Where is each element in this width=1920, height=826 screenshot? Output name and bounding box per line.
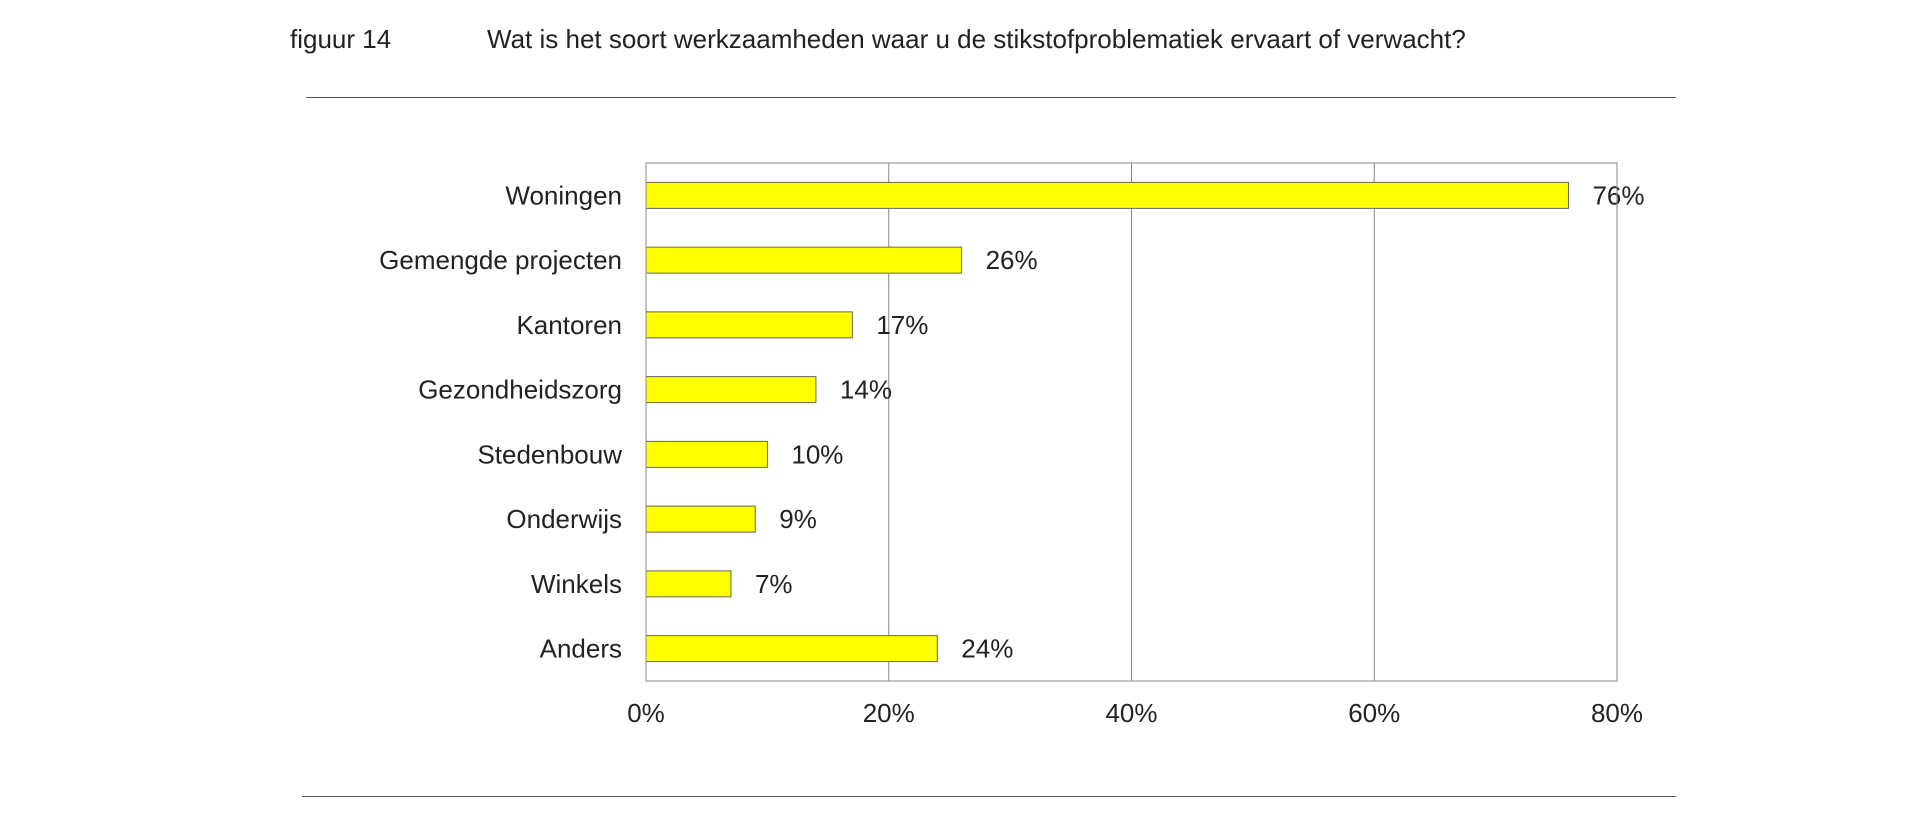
value-label: 76%: [1592, 180, 1644, 210]
bar: [645, 505, 756, 533]
value-label: 7%: [755, 569, 793, 599]
category-label: Gezondheidszorg: [418, 375, 622, 405]
value-label: 10%: [791, 439, 843, 469]
bar: [645, 181, 1569, 209]
category-label: Woningen: [505, 180, 622, 210]
value-labels: 76% 26% 17% 14% 10% 9% 7% 24%: [755, 180, 1645, 663]
value-label: 24%: [961, 634, 1013, 664]
category-label: Winkels: [531, 569, 622, 599]
bar: [645, 311, 853, 339]
x-tick-label: 80%: [1591, 698, 1643, 728]
category-label: Anders: [540, 634, 622, 664]
plot-area-frame: [645, 162, 1618, 682]
x-tick-labels: 0% 20% 40% 60% 80%: [627, 698, 1643, 728]
figure-title: Wat is het soort werkzaamheden waar u de…: [487, 24, 1466, 54]
bar: [645, 376, 817, 404]
bar: [645, 246, 963, 274]
top-divider: [306, 97, 1676, 98]
bottom-divider: [302, 796, 1676, 797]
x-tick-label: 20%: [863, 698, 915, 728]
value-label: 17%: [876, 310, 928, 340]
bar: [645, 440, 768, 468]
category-label: Gemengde projecten: [379, 245, 622, 275]
x-tick-label: 60%: [1348, 698, 1400, 728]
bars: [645, 181, 1569, 663]
category-labels: Woningen Gemengde projecten Kantoren Gezond…: [379, 180, 622, 663]
gridlines: [888, 163, 1375, 681]
category-label: Onderwijs: [506, 504, 622, 534]
bar: [645, 570, 732, 598]
bar: [645, 635, 938, 663]
x-tick-label: 0%: [627, 698, 665, 728]
value-label: 14%: [840, 375, 892, 405]
category-label: Stedenbouw: [477, 439, 622, 469]
category-label: Kantoren: [516, 310, 622, 340]
value-label: 26%: [986, 245, 1038, 275]
x-tick-label: 40%: [1105, 698, 1157, 728]
figure-label: figuur 14: [290, 24, 392, 54]
value-label: 9%: [779, 504, 817, 534]
